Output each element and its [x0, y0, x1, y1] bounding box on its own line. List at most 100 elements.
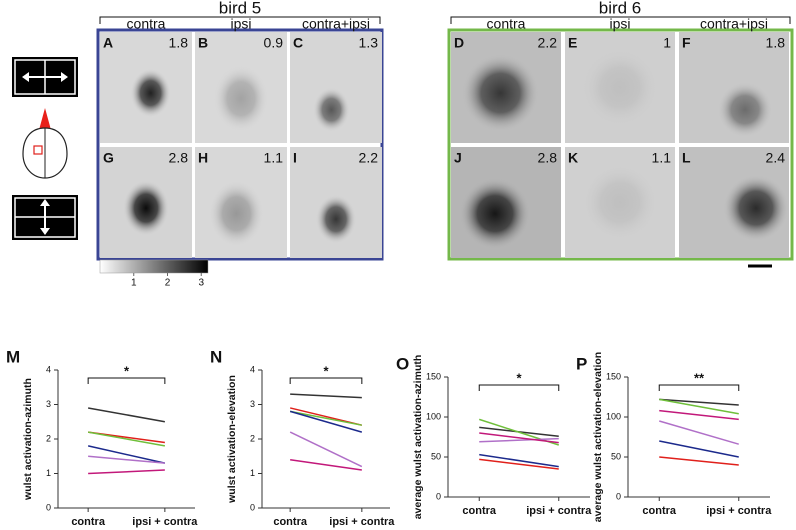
y-tick-label: 0: [436, 491, 441, 501]
panel-value: 1.3: [359, 35, 379, 51]
activation-blob: [195, 147, 287, 258]
y-tick-label: 0: [616, 491, 621, 501]
significance-mark: *: [516, 370, 522, 385]
significance-bracket: [478, 384, 560, 391]
bird-6-frame: [447, 28, 794, 261]
y-tick-label: 2: [46, 433, 51, 443]
activation-blob: [290, 32, 382, 143]
bird-label: bird 5: [219, 0, 262, 17]
significance-mark: **: [694, 370, 705, 385]
panel-letter: I: [293, 150, 297, 166]
activation-blob: [451, 147, 561, 258]
y-tick-label: 150: [426, 371, 441, 381]
panel-value: 2.4: [766, 150, 786, 166]
x-tick-label: contra: [273, 516, 308, 528]
stimulus-icons: [12, 57, 78, 240]
panel-letter: F: [682, 35, 691, 51]
colorbar-tick-label: 3: [198, 278, 204, 289]
y-tick-label: 2: [250, 433, 255, 443]
column-label: contra+ipsi: [700, 16, 768, 32]
bird-5-frame: [96, 28, 384, 261]
panel-letter: A: [103, 35, 113, 51]
y-axis-label: wulst activation-elevation: [226, 375, 238, 504]
significance-mark: *: [124, 363, 130, 378]
bird-label: bird 6: [599, 0, 642, 17]
panel-letter: D: [454, 35, 464, 51]
y-axis-label: average wulst activation-azimuth: [412, 355, 424, 520]
series-line: [87, 445, 166, 464]
x-tick-label: contra: [462, 505, 497, 517]
activation-blob: [100, 32, 192, 143]
activation-blob: [290, 147, 382, 258]
series-line: [479, 437, 559, 443]
series-line: [289, 410, 363, 433]
panel-value: 1.8: [766, 35, 786, 51]
bracket: [99, 16, 381, 24]
panel-letter: L: [682, 150, 691, 166]
y-tick-label: 100: [426, 411, 441, 421]
x-tick-label: ipsi + contra: [132, 516, 198, 528]
y-tick-label: 3: [250, 399, 255, 409]
colorbar-tick-label: 2: [165, 278, 171, 289]
series-line: [479, 432, 559, 444]
y-axis-label: average wulst activation-elevation: [592, 352, 604, 522]
series-line: [290, 410, 362, 426]
x-tick-label: contra: [642, 505, 677, 517]
panel-letter: C: [293, 35, 303, 51]
activation-blob: [565, 32, 675, 143]
series-line: [659, 456, 739, 466]
x-tick-label: ipsi + contra: [329, 516, 395, 528]
series-line: [88, 407, 165, 423]
significance-bracket: [289, 377, 363, 384]
significance-mark: *: [323, 363, 329, 378]
series-line: [659, 440, 739, 458]
activation-blob: [565, 147, 675, 258]
activation-blob: [195, 32, 287, 143]
x-tick-label: ipsi + contra: [706, 505, 772, 517]
y-tick-label: 4: [250, 364, 255, 374]
series-line: [290, 393, 362, 399]
panel-letter: B: [198, 35, 208, 51]
activation-blob: [100, 147, 192, 258]
y-tick-label: 150: [606, 371, 621, 381]
panel-letter: O: [396, 354, 409, 373]
series-line: [659, 409, 739, 421]
y-tick-label: 50: [431, 451, 441, 461]
significance-bracket: [87, 377, 166, 384]
panel-letter: H: [198, 150, 208, 166]
column-label: contra: [127, 16, 166, 32]
bracket: [450, 16, 791, 24]
series-line: [88, 469, 165, 475]
panel-value: 1.1: [264, 150, 284, 166]
column-label: contra: [487, 16, 526, 32]
x-tick-label: contra: [71, 516, 106, 528]
panel-letter: P: [576, 354, 587, 373]
panel-value: 2.8: [169, 150, 189, 166]
y-tick-label: 1: [46, 468, 51, 478]
activation-blob: [451, 32, 561, 143]
column-label: ipsi: [609, 16, 630, 32]
y-tick-label: 4: [46, 364, 51, 374]
x-tick-label: ipsi + contra: [526, 505, 592, 517]
activation-blob: [679, 32, 789, 143]
series-line: [479, 458, 559, 470]
series-line: [659, 398, 739, 415]
series-line: [88, 455, 165, 464]
series-line: [289, 431, 363, 468]
y-tick-label: 3: [46, 399, 51, 409]
panel-letter: G: [103, 150, 114, 166]
panel-value: 2.8: [538, 150, 558, 166]
y-tick-label: 0: [46, 502, 51, 512]
y-tick-label: 0: [250, 502, 255, 512]
activation-blob: [679, 147, 789, 258]
panel-letter: K: [568, 150, 578, 166]
panel-letter: N: [210, 347, 222, 366]
column-label: contra+ipsi: [302, 16, 370, 32]
panel-value: 1.8: [169, 35, 189, 51]
panel-letter: J: [454, 150, 462, 166]
colorbar: [99, 259, 209, 274]
y-tick-label: 1: [250, 468, 255, 478]
significance-bracket: [658, 384, 740, 391]
panel-value: 1: [663, 35, 671, 51]
